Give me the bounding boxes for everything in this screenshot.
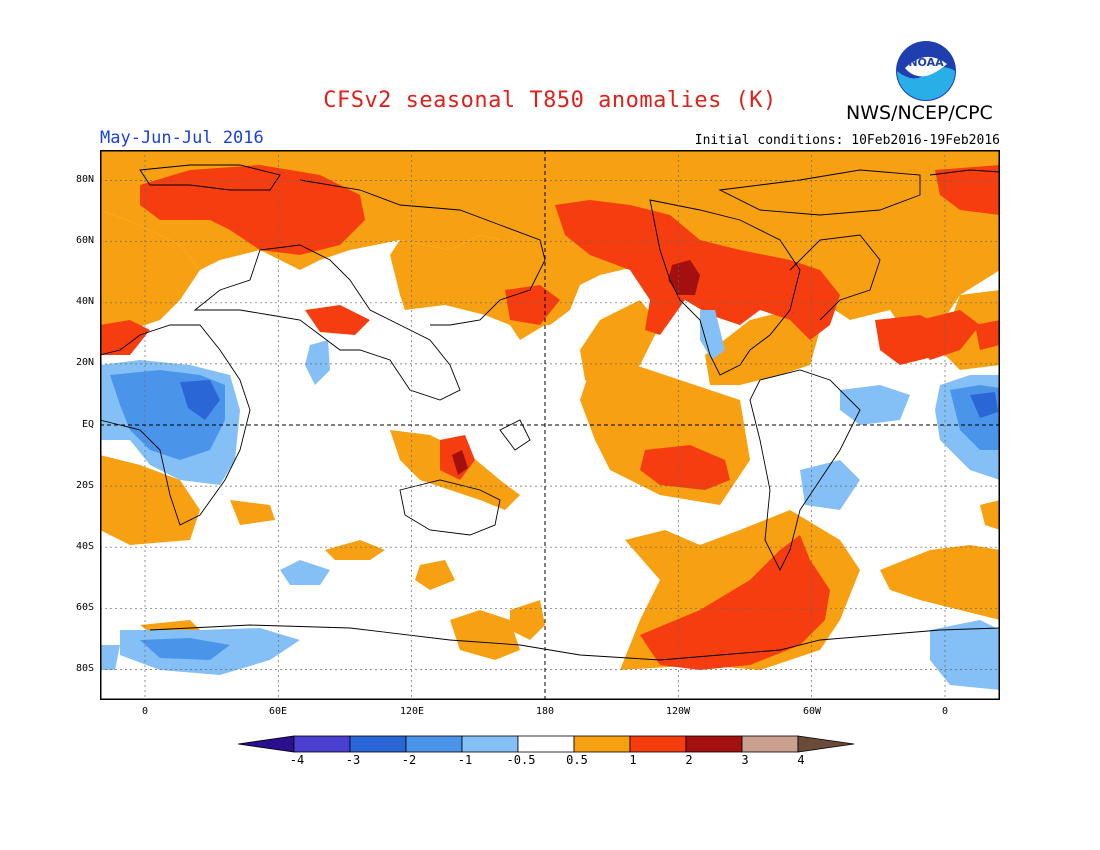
lon-label: 120E [399,706,425,717]
lat-label: 80S [75,663,94,674]
colorbar-label: 3 [741,753,749,767]
colorbar-swatch [741,735,799,753]
colorbar-max-triangle [797,735,855,753]
colorbar-label: -1 [457,753,473,767]
colorbar-swatch [685,735,743,753]
forecast-period: May-Jun-Jul 2016 [100,128,264,148]
lon-label: 60W [802,706,822,717]
lat-label: 40S [75,541,94,552]
colorbar-swatch [405,735,463,753]
colorbar-swatch [349,735,407,753]
colorbar-label: -3 [345,753,361,767]
colorbar-swatch [573,735,631,753]
lon-label: 0 [141,706,149,717]
svg-text:NOAA: NOAA [908,56,944,69]
coastlines [100,164,1000,661]
map-title: CFSv2 seasonal T850 anomalies (K) [323,88,777,113]
colorbar-min-triangle [238,735,295,753]
colorbar-label: 4 [797,753,805,767]
lat-label: 40N [75,296,94,307]
lon-label: 60E [268,706,288,717]
colorbar-label: -4 [289,753,305,767]
colorbar-swatch [293,735,351,753]
lon-label: 180 [535,706,555,717]
lon-label: 0 [941,706,949,717]
colorbar-swatch [517,735,575,753]
initial-conditions: Initial conditions: 10Feb2016-19Feb2016 [694,133,1000,148]
colorbar-label: 2 [685,753,693,767]
colorbar-label: 0.5 [566,753,588,767]
lat-label: 20S [75,480,94,491]
colorbar-swatch [629,735,687,753]
graticule [100,150,1000,700]
map-frame [100,150,1000,700]
equator-dateline [100,150,1000,700]
colorbar-label: -0.5 [506,753,536,767]
lat-label: EQ [81,419,94,430]
lat-label: 80N [75,174,94,185]
agency-label: NWS/NCEP/CPC [846,102,993,124]
very-strong-warm-regions [452,260,700,475]
lat-label: 60N [75,235,94,246]
color-scale-bar [238,735,855,753]
colorbar-label: -2 [401,753,417,767]
colorbar-swatch [461,735,519,753]
colorbar-label: 1 [629,753,637,767]
lat-label: 20N [75,357,94,368]
anomaly-map [100,150,1000,700]
lon-label: 120W [665,706,691,717]
noaa-logo-icon: NOAA [896,41,956,101]
strong-warm-regions [100,165,1000,670]
lat-label: 60S [75,602,94,613]
strong-cool-regions [180,380,998,420]
